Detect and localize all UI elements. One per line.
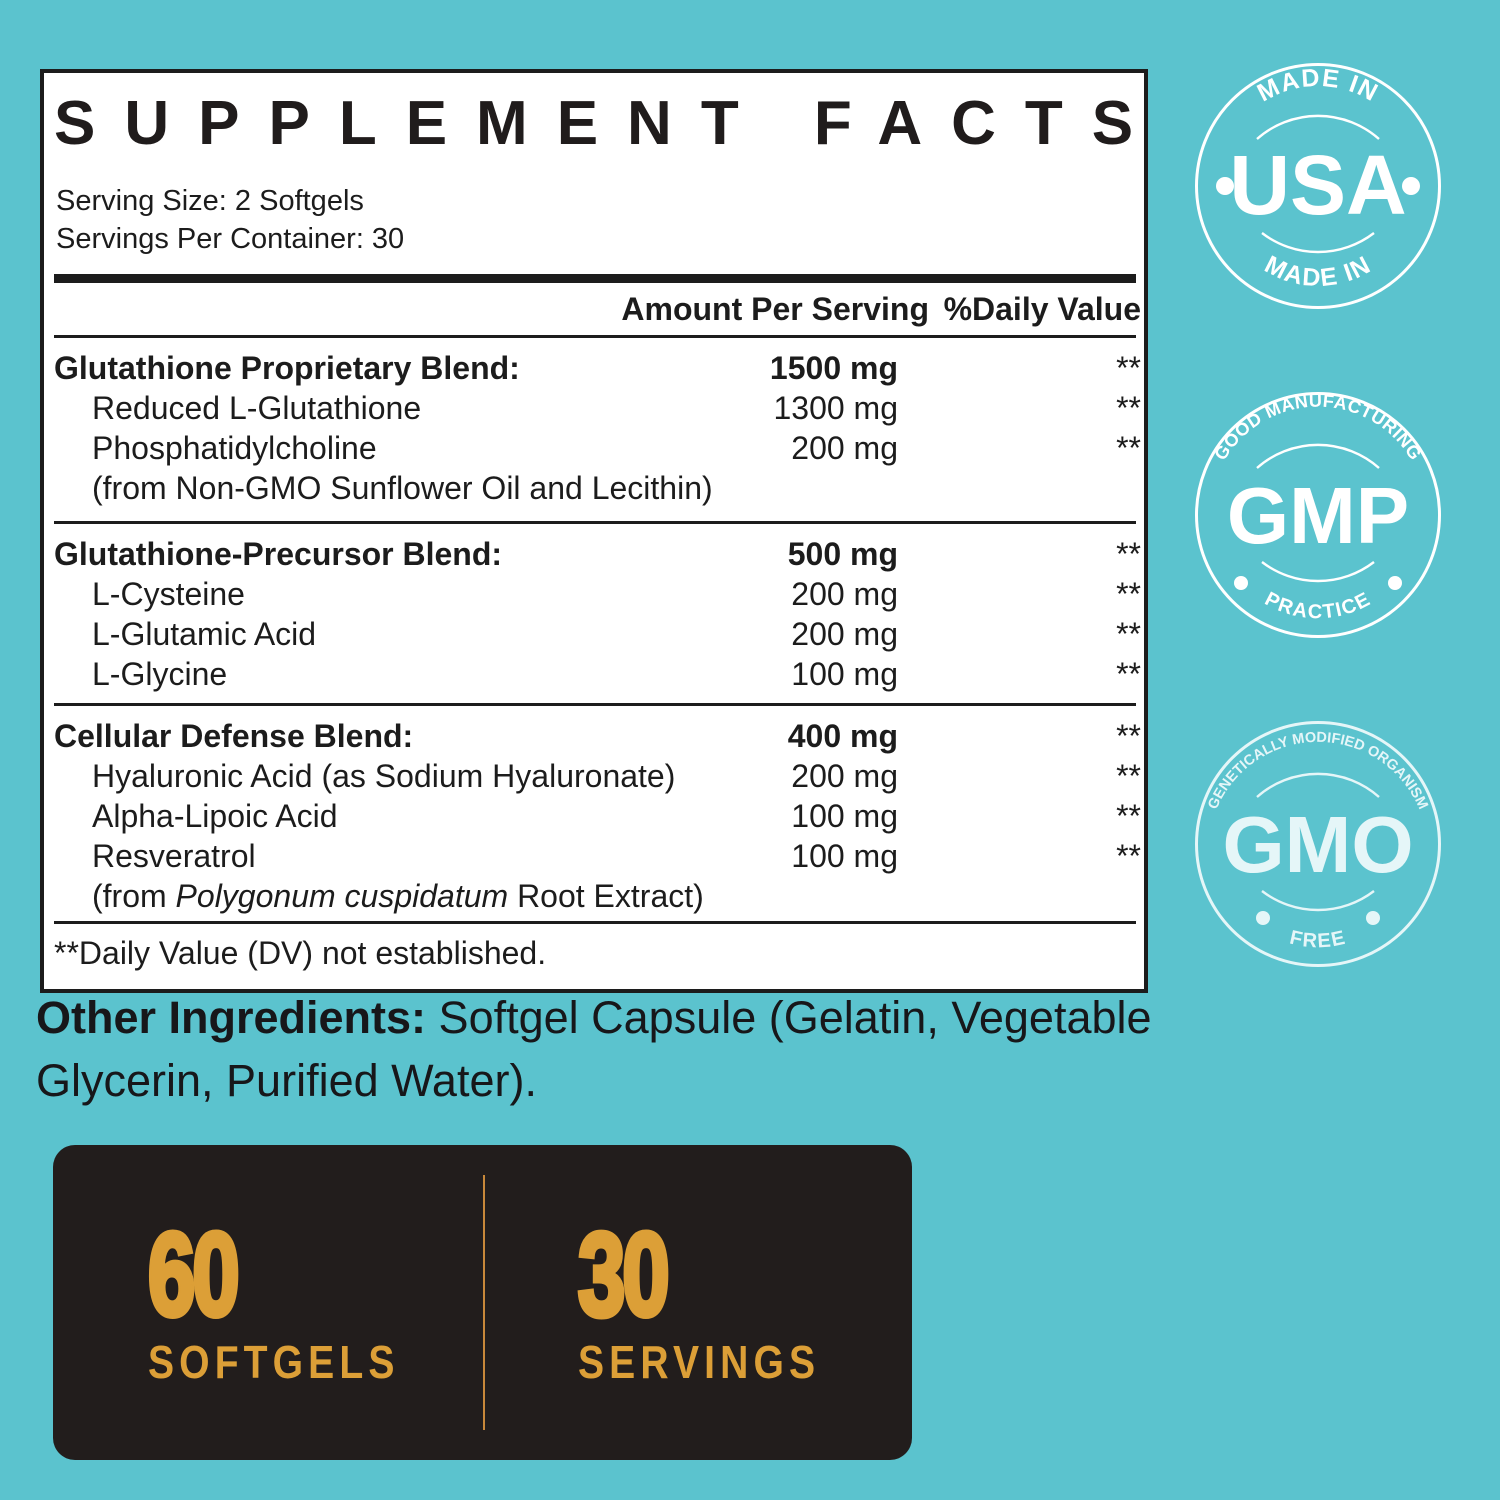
svg-text:GOOD MANUFACTURING: GOOD MANUFACTURING [1210,392,1425,464]
svg-text:FREE: FREE [1288,927,1349,953]
svg-text:USA: USA [1229,138,1406,232]
svg-text:PRACTICE: PRACTICE [1261,588,1375,623]
svg-text:GMP: GMP [1227,471,1409,560]
svg-text:MADE IN: MADE IN [1260,250,1376,292]
svg-text:MADE IN: MADE IN [1253,64,1383,108]
svg-text:GMO: GMO [1222,800,1413,889]
